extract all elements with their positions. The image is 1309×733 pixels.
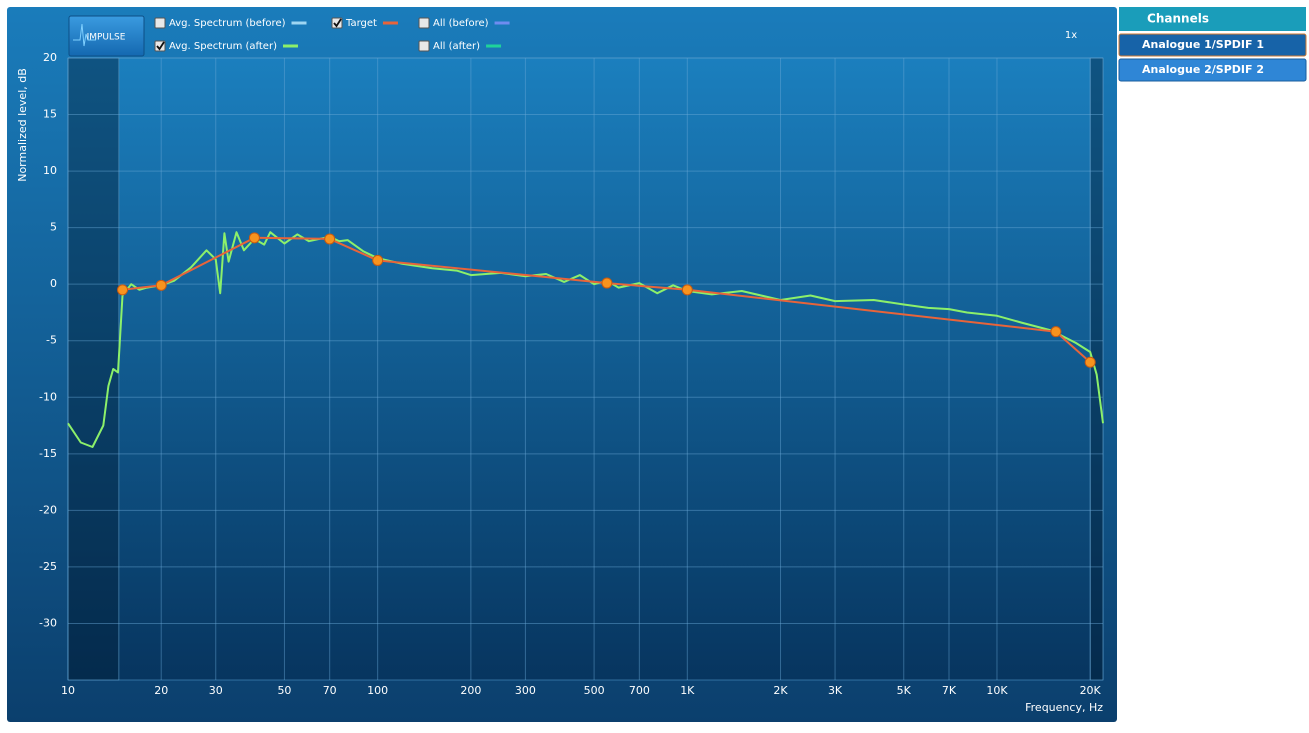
x-tick-label: 200	[460, 684, 481, 697]
legend-label[interactable]: All (before)	[433, 18, 489, 29]
legend-label[interactable]: Avg. Spectrum (after)	[169, 41, 277, 52]
x-tick-label: 70	[323, 684, 337, 697]
channel-label[interactable]: Analogue 2/SPDIF 2	[1142, 63, 1264, 76]
excluded-range	[1089, 57, 1104, 681]
y-tick-label: -15	[39, 447, 57, 460]
impulse-button[interactable]	[68, 15, 145, 57]
channel-button[interactable]	[1118, 58, 1307, 82]
x-tick-label: 10K	[986, 684, 1008, 697]
impulse-icon	[73, 23, 96, 47]
y-tick-label: 20	[43, 51, 57, 64]
y-tick-label: -10	[39, 390, 57, 403]
x-tick-label: 5K	[897, 684, 912, 697]
x-tick-label: 10	[61, 684, 75, 697]
x-tick-label: 20K	[1080, 684, 1102, 697]
x-tick-label: 50	[277, 684, 291, 697]
checkmark	[333, 18, 342, 28]
channel-label[interactable]: Analogue 1/SPDIF 1	[1142, 38, 1264, 51]
legend-checkbox[interactable]	[154, 17, 166, 29]
x-tick-label: 20	[154, 684, 168, 697]
x-tick-label: 3K	[828, 684, 843, 697]
legend-label[interactable]: All (after)	[433, 41, 480, 52]
legend-label[interactable]: Target	[345, 18, 377, 29]
legend-checkbox[interactable]	[418, 40, 430, 52]
control-point[interactable]	[324, 233, 336, 245]
control-point[interactable]	[117, 284, 129, 296]
y-tick-label: 10	[43, 164, 57, 177]
impulse-label[interactable]: IMPULSE	[87, 33, 126, 43]
x-axis-label: Frequency, Hz	[1025, 701, 1103, 714]
y-axis-label: Normalized level, dB	[16, 68, 29, 182]
x-tick-label: 30	[209, 684, 223, 697]
x-tick-label: 7K	[942, 684, 957, 697]
legend-label[interactable]: Avg. Spectrum (before)	[169, 18, 286, 29]
channel-button[interactable]	[1118, 33, 1307, 57]
control-point[interactable]	[1084, 356, 1096, 368]
control-point[interactable]	[155, 279, 167, 291]
control-point[interactable]	[248, 232, 260, 244]
y-tick-label: 5	[50, 221, 57, 234]
channels-title: Channels	[1147, 12, 1209, 26]
x-tick-label: 100	[367, 684, 388, 697]
plot-area	[67, 57, 1104, 681]
control-point[interactable]	[372, 254, 384, 266]
y-tick-label: -5	[46, 334, 57, 347]
control-point[interactable]	[601, 277, 613, 289]
x-tick-label: 500	[584, 684, 605, 697]
x-tick-label: 700	[629, 684, 650, 697]
y-tick-label: -20	[39, 503, 57, 516]
excluded-range	[67, 57, 120, 681]
y-tick-label: -30	[39, 616, 57, 629]
legend-checkbox[interactable]	[418, 17, 430, 29]
y-tick-label: -25	[39, 560, 57, 573]
zoom-label[interactable]: 1x	[1065, 30, 1077, 41]
y-tick-label: 0	[50, 277, 57, 290]
x-tick-label: 2K	[773, 684, 788, 697]
control-point[interactable]	[1050, 326, 1062, 338]
control-point[interactable]	[681, 284, 693, 296]
channels-header	[1119, 7, 1306, 31]
y-tick-label: 15	[43, 108, 57, 121]
x-tick-label: 300	[515, 684, 536, 697]
x-tick-label: 1K	[680, 684, 695, 697]
checkmark	[156, 41, 165, 51]
